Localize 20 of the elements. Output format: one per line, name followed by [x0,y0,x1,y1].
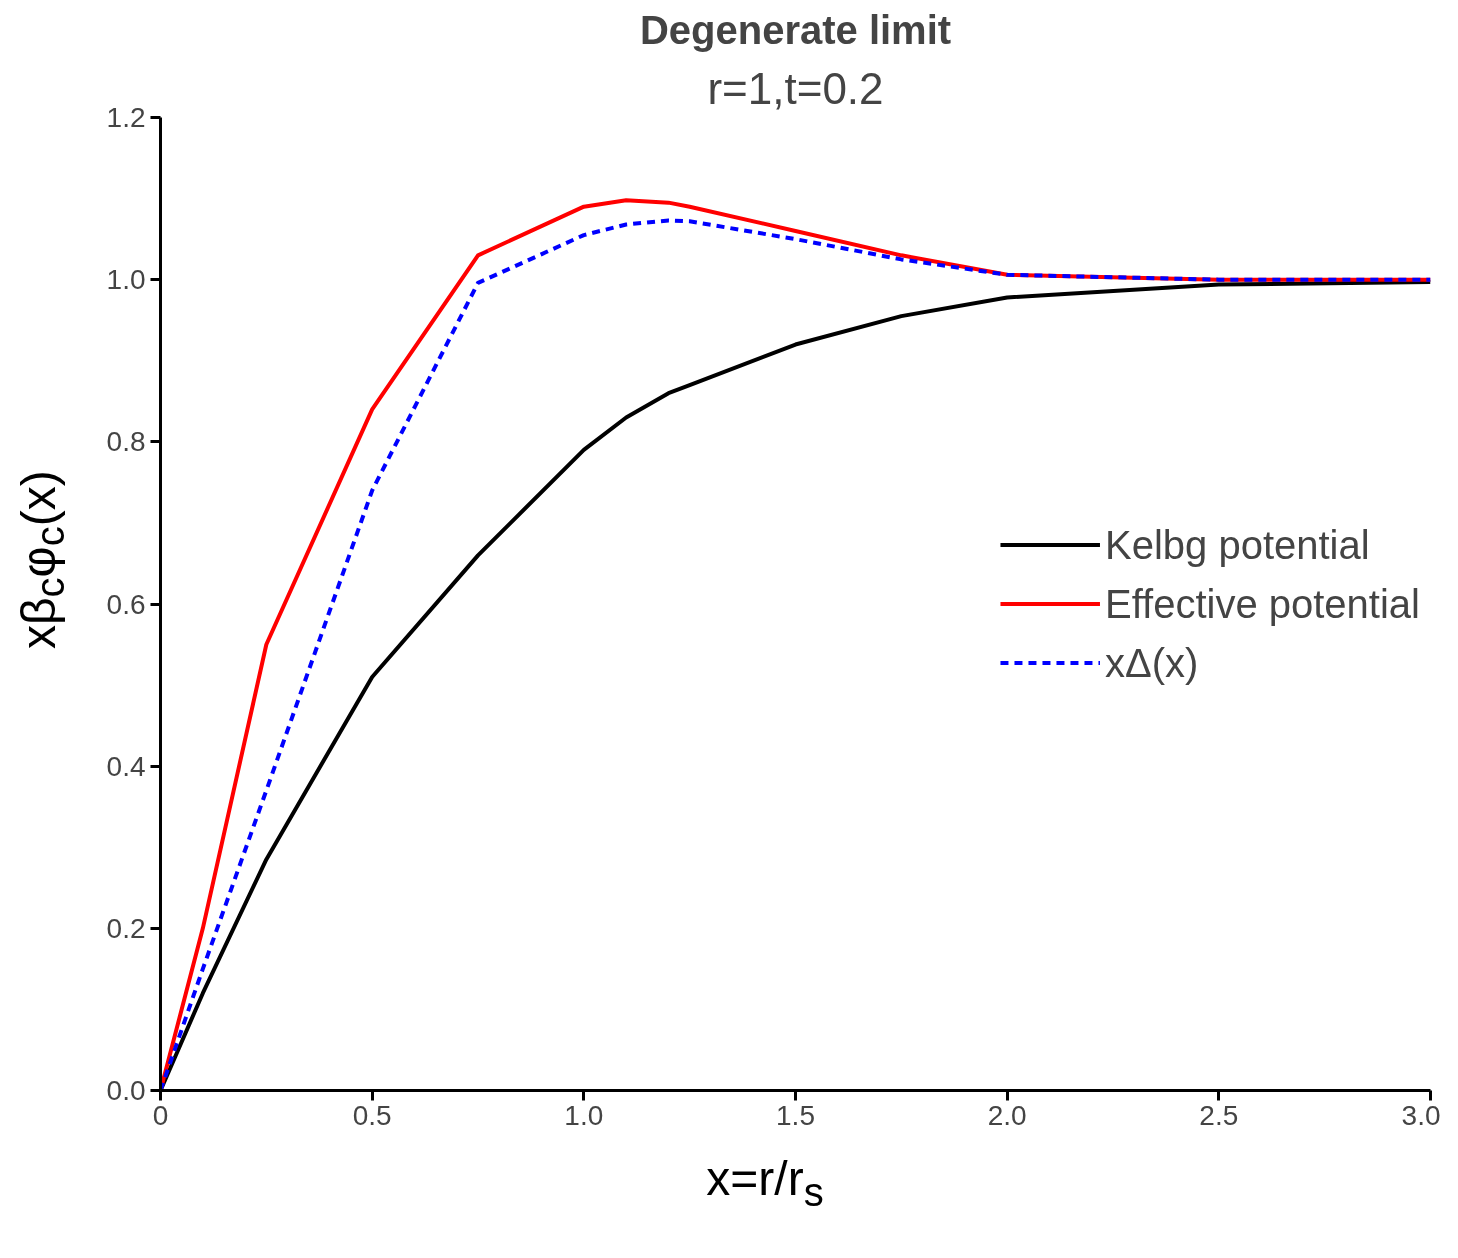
x-tick-label: 2.0 [987,1099,1027,1131]
y-tick-label: 0.2 [106,912,146,944]
x-tick-label: 3.0 [1401,1099,1441,1131]
y-tick-label: 1.2 [106,102,146,133]
legend-label: Kelbg potential [1104,522,1370,567]
chart-subtitle: r=1,t=0.2 [707,63,884,113]
x-tick-label: 0.5 [352,1099,392,1131]
x-tick-label: 0 [152,1099,169,1131]
x-tick-label: 1.5 [776,1099,815,1131]
y-tick-label: 0.0 [106,1075,146,1106]
x-tick-label: 2.5 [1199,1099,1239,1131]
legend-label: xΔ(x) [1104,640,1199,685]
y-tick-label: 1.0 [106,264,146,296]
x-axis-title: x=r/r$_{s}$ [706,1151,824,1216]
x-tick-label: 1.0 [564,1099,604,1131]
y-tick-label: 0.4 [106,750,146,782]
chart-title: Degenerate limit [639,7,952,52]
legend-label: Effective potential [1104,581,1420,626]
y-tick-label: 0.6 [106,588,146,620]
y-tick-label: 0.8 [106,426,146,458]
